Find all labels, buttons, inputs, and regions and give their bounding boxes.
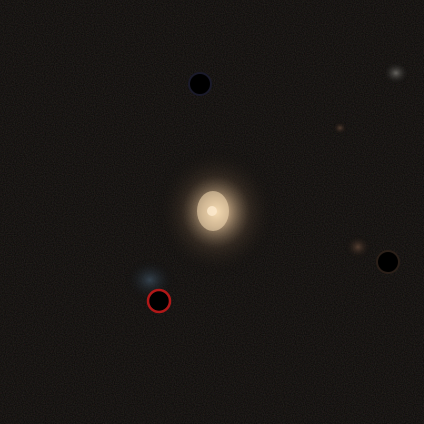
masked-star-top — [188, 72, 212, 96]
masked-star-lower-left — [146, 288, 172, 314]
masked-star-right — [376, 250, 400, 274]
faint-star-right — [344, 234, 372, 260]
galaxy-nucleus — [207, 206, 217, 216]
faint-star-upper-right — [382, 61, 410, 85]
faint-smudge-upper — [332, 121, 348, 135]
